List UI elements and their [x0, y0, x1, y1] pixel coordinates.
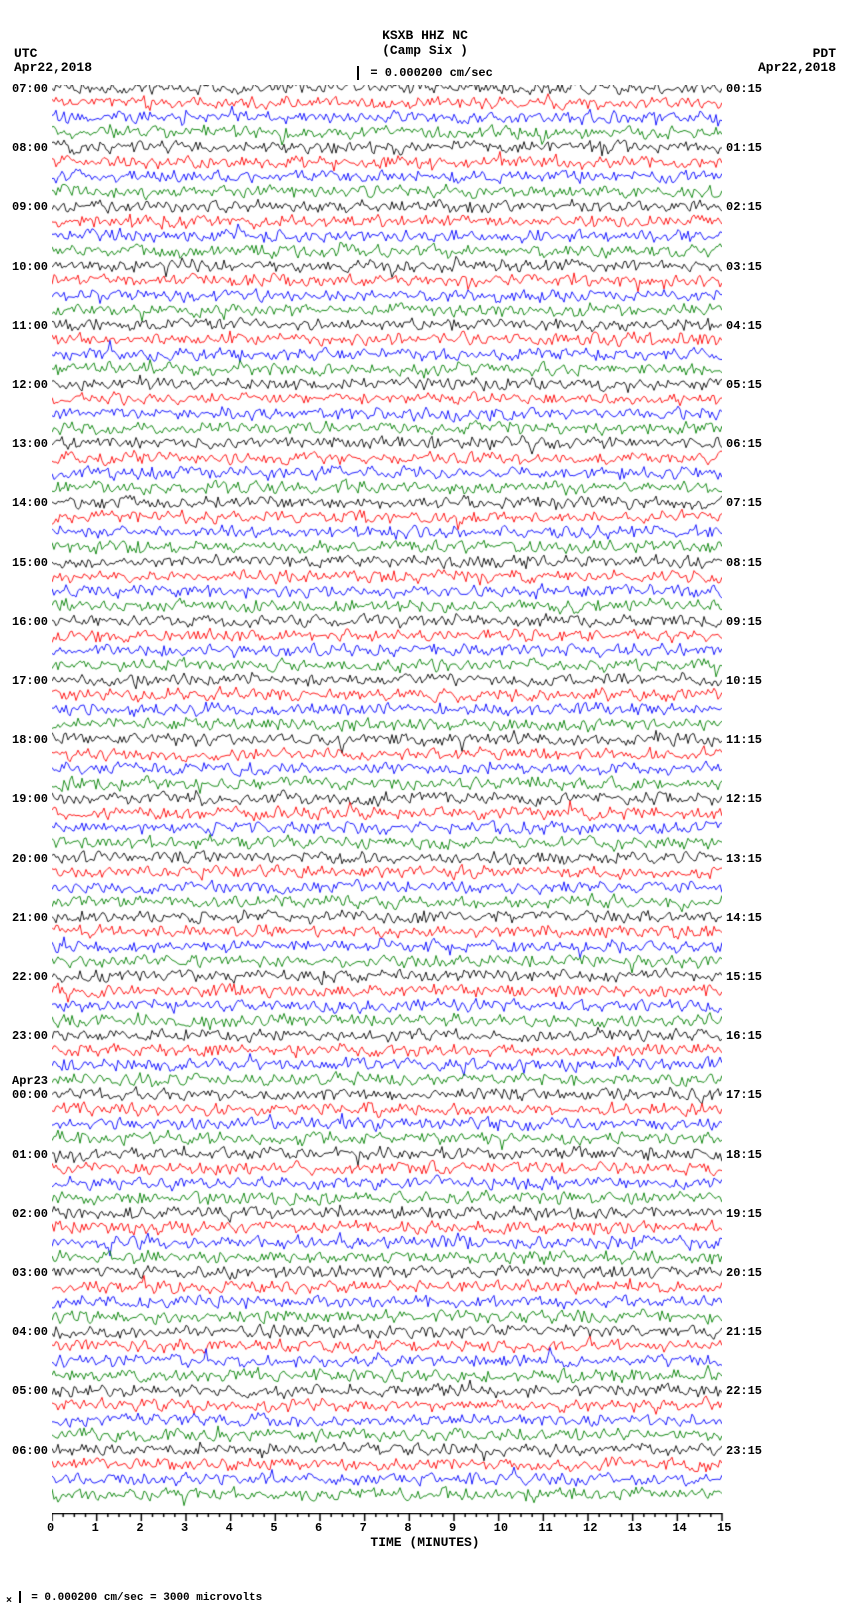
xaxis-tick-label: 14 [672, 1521, 686, 1535]
xaxis-tick-label: 6 [315, 1521, 322, 1535]
xaxis-tick-label: 4 [226, 1521, 233, 1535]
xaxis-tick-label: 13 [628, 1521, 642, 1535]
right-time-label: 08:15 [726, 556, 762, 570]
right-time-label: 13:15 [726, 852, 762, 866]
right-time-label: 14:15 [726, 911, 762, 925]
scale-indicator: = 0.000200 cm/sec [0, 66, 850, 80]
right-time-label: 20:15 [726, 1266, 762, 1280]
xaxis-tick-label: 10 [494, 1521, 508, 1535]
left-time-label: 08:00 [12, 141, 48, 155]
left-time-label: 18:00 [12, 733, 48, 747]
left-time-label: 10:00 [12, 260, 48, 274]
right-time-label: 21:15 [726, 1325, 762, 1339]
xaxis-tick-label: 3 [181, 1521, 188, 1535]
station-location: (Camp Six ) [0, 43, 850, 58]
left-time-label: 00:00 [12, 1088, 48, 1102]
left-time-label: 15:00 [12, 556, 48, 570]
seismogram-container: KSXB HHZ NC (Camp Six ) = 0.000200 cm/se… [0, 0, 850, 1613]
right-time-label: 12:15 [726, 792, 762, 806]
xaxis-tick-label: 12 [583, 1521, 597, 1535]
left-time-label: 19:00 [12, 792, 48, 806]
right-time-label: 15:15 [726, 970, 762, 984]
left-time-label: 09:00 [12, 200, 48, 214]
xaxis-tick-label: 5 [270, 1521, 277, 1535]
right-date: Apr22,2018 [758, 60, 836, 76]
right-time-label: 22:15 [726, 1384, 762, 1398]
station-code: KSXB HHZ NC [0, 28, 850, 43]
xaxis-label: TIME (MINUTES) [0, 1535, 850, 1550]
left-time-label: 02:00 [12, 1207, 48, 1221]
xaxis-tick-label: 15 [717, 1521, 731, 1535]
left-time-label: 11:00 [12, 319, 48, 333]
left-time-label: 04:00 [12, 1325, 48, 1339]
xaxis-tick-label: 0 [47, 1521, 54, 1535]
footer-scale-bar-icon [19, 1591, 21, 1603]
right-time-label: 02:15 [726, 200, 762, 214]
right-time-label: 16:15 [726, 1029, 762, 1043]
right-time-label: 17:15 [726, 1088, 762, 1102]
left-time-label: 01:00 [12, 1148, 48, 1162]
left-date: Apr22,2018 [14, 60, 92, 76]
left-time-label: 17:00 [12, 674, 48, 688]
right-time-label: 10:15 [726, 674, 762, 688]
left-time-label: 06:00 [12, 1444, 48, 1458]
xaxis-tick-label: 2 [136, 1521, 143, 1535]
xaxis-tick-label: 7 [360, 1521, 367, 1535]
right-time-label: 07:15 [726, 496, 762, 510]
seismogram-plot [52, 85, 722, 1513]
xaxis-tick-label: 9 [449, 1521, 456, 1535]
right-time-label: 04:15 [726, 319, 762, 333]
right-time-label: 19:15 [726, 1207, 762, 1221]
right-time-label: 23:15 [726, 1444, 762, 1458]
xaxis-tick-label: 8 [404, 1521, 411, 1535]
right-time-label: 03:15 [726, 260, 762, 274]
left-time-label: 13:00 [12, 437, 48, 451]
right-time-label: 05:15 [726, 378, 762, 392]
right-time-label: 06:15 [726, 437, 762, 451]
footer-scale: × = 0.000200 cm/sec = 3000 microvolts [6, 1591, 262, 1607]
left-time-label: 16:00 [12, 615, 48, 629]
right-time-label: 01:15 [726, 141, 762, 155]
left-time-label: 20:00 [12, 852, 48, 866]
left-time-label: 22:00 [12, 970, 48, 984]
right-time-label: 18:15 [726, 1148, 762, 1162]
left-time-label: 14:00 [12, 496, 48, 510]
scale-bar-icon [357, 66, 359, 80]
left-time-label: 21:00 [12, 911, 48, 925]
right-time-label: 09:15 [726, 615, 762, 629]
footer-x: × [6, 1596, 12, 1607]
scale-text: = 0.000200 cm/sec [363, 66, 493, 80]
footer-scale-text: = 0.000200 cm/sec = 3000 microvolts [25, 1592, 263, 1604]
left-time-label: 23:00 [12, 1029, 48, 1043]
right-time-label: 00:15 [726, 82, 762, 96]
left-time-label: 03:00 [12, 1266, 48, 1280]
xaxis-tick-label: 1 [92, 1521, 99, 1535]
left-time-label: 07:00 [12, 82, 48, 96]
left-time-label: 05:00 [12, 1384, 48, 1398]
midnight-date-label: Apr23 [12, 1074, 48, 1088]
right-time-label: 11:15 [726, 733, 762, 747]
xaxis-tick-label: 11 [538, 1521, 552, 1535]
left-time-label: 12:00 [12, 378, 48, 392]
